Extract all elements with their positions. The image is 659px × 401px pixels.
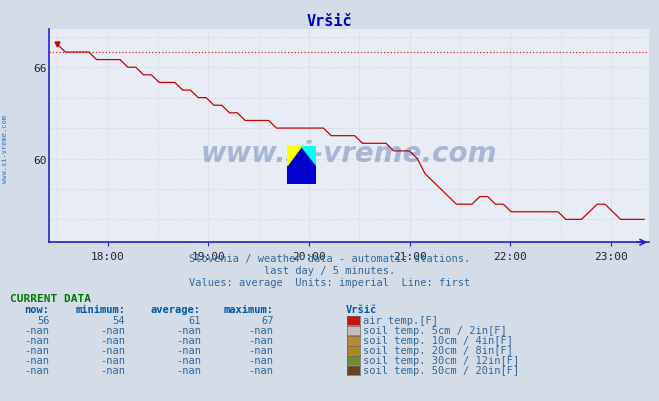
Text: minimum:: minimum: <box>75 304 125 314</box>
Text: -nan: -nan <box>248 345 273 355</box>
Text: 67: 67 <box>261 315 273 325</box>
Text: now:: now: <box>24 304 49 314</box>
Text: -nan: -nan <box>100 325 125 335</box>
Text: -nan: -nan <box>176 355 201 365</box>
Text: -nan: -nan <box>24 355 49 365</box>
Text: -nan: -nan <box>176 335 201 345</box>
Text: -nan: -nan <box>248 365 273 375</box>
Text: -nan: -nan <box>176 325 201 335</box>
Text: maximum:: maximum: <box>223 304 273 314</box>
Text: -nan: -nan <box>248 325 273 335</box>
Text: -nan: -nan <box>24 365 49 375</box>
Text: -nan: -nan <box>24 345 49 355</box>
Text: -nan: -nan <box>100 345 125 355</box>
Text: Slovenia / weather data - automatic stations.: Slovenia / weather data - automatic stat… <box>189 253 470 263</box>
Text: soil temp. 10cm / 4in[F]: soil temp. 10cm / 4in[F] <box>363 335 513 345</box>
Text: -nan: -nan <box>24 335 49 345</box>
Text: soil temp. 20cm / 8in[F]: soil temp. 20cm / 8in[F] <box>363 345 513 355</box>
Text: -nan: -nan <box>100 365 125 375</box>
Text: -nan: -nan <box>248 355 273 365</box>
Polygon shape <box>302 146 316 165</box>
Text: -nan: -nan <box>100 335 125 345</box>
Text: -nan: -nan <box>176 345 201 355</box>
Text: air temp.[F]: air temp.[F] <box>363 315 438 325</box>
Polygon shape <box>287 146 302 165</box>
Text: Values: average  Units: imperial  Line: first: Values: average Units: imperial Line: fi… <box>189 277 470 288</box>
Text: -nan: -nan <box>100 355 125 365</box>
Text: CURRENT DATA: CURRENT DATA <box>10 294 91 304</box>
Text: average:: average: <box>151 304 201 314</box>
Text: soil temp. 5cm / 2in[F]: soil temp. 5cm / 2in[F] <box>363 325 507 335</box>
Polygon shape <box>287 146 316 184</box>
Text: Vršič: Vršič <box>306 14 353 29</box>
Text: Vršič: Vršič <box>346 304 377 314</box>
Text: www.si-vreme.com: www.si-vreme.com <box>2 114 9 182</box>
Text: last day / 5 minutes.: last day / 5 minutes. <box>264 265 395 275</box>
Text: 56: 56 <box>37 315 49 325</box>
Text: 54: 54 <box>113 315 125 325</box>
Text: -nan: -nan <box>176 365 201 375</box>
Text: -nan: -nan <box>248 335 273 345</box>
Text: 61: 61 <box>188 315 201 325</box>
Text: www.si-vreme.com: www.si-vreme.com <box>201 140 498 167</box>
Text: -nan: -nan <box>24 325 49 335</box>
Text: soil temp. 50cm / 20in[F]: soil temp. 50cm / 20in[F] <box>363 365 519 375</box>
Text: soil temp. 30cm / 12in[F]: soil temp. 30cm / 12in[F] <box>363 355 519 365</box>
